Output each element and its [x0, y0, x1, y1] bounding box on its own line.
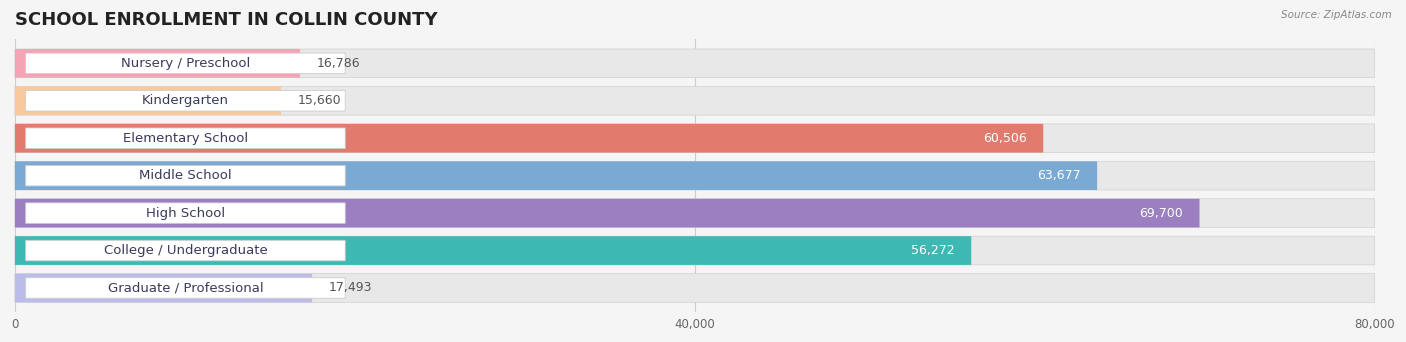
Text: Source: ZipAtlas.com: Source: ZipAtlas.com	[1281, 10, 1392, 20]
Text: 17,493: 17,493	[329, 281, 373, 294]
Text: 63,677: 63,677	[1038, 169, 1081, 182]
Text: Kindergarten: Kindergarten	[142, 94, 229, 107]
FancyBboxPatch shape	[15, 274, 1375, 302]
Text: College / Undergraduate: College / Undergraduate	[104, 244, 267, 257]
FancyBboxPatch shape	[15, 49, 1375, 78]
FancyBboxPatch shape	[15, 161, 1375, 190]
FancyBboxPatch shape	[15, 49, 299, 78]
Text: 60,506: 60,506	[983, 132, 1026, 145]
FancyBboxPatch shape	[25, 203, 346, 223]
FancyBboxPatch shape	[25, 128, 346, 148]
Text: 15,660: 15,660	[297, 94, 340, 107]
FancyBboxPatch shape	[25, 166, 346, 186]
Text: Middle School: Middle School	[139, 169, 232, 182]
FancyBboxPatch shape	[15, 124, 1043, 153]
FancyBboxPatch shape	[25, 53, 346, 74]
FancyBboxPatch shape	[15, 236, 1375, 265]
Text: Elementary School: Elementary School	[122, 132, 247, 145]
FancyBboxPatch shape	[25, 91, 346, 111]
FancyBboxPatch shape	[15, 236, 972, 265]
FancyBboxPatch shape	[15, 274, 312, 302]
Text: Nursery / Preschool: Nursery / Preschool	[121, 57, 250, 70]
Text: Graduate / Professional: Graduate / Professional	[108, 281, 263, 294]
Text: SCHOOL ENROLLMENT IN COLLIN COUNTY: SCHOOL ENROLLMENT IN COLLIN COUNTY	[15, 11, 437, 29]
Text: 16,786: 16,786	[316, 57, 360, 70]
FancyBboxPatch shape	[15, 199, 1375, 227]
FancyBboxPatch shape	[15, 87, 1375, 115]
Text: 56,272: 56,272	[911, 244, 955, 257]
FancyBboxPatch shape	[15, 87, 281, 115]
FancyBboxPatch shape	[25, 278, 346, 298]
FancyBboxPatch shape	[25, 240, 346, 261]
Text: 69,700: 69,700	[1139, 207, 1184, 220]
FancyBboxPatch shape	[15, 124, 1375, 153]
FancyBboxPatch shape	[15, 161, 1097, 190]
Text: High School: High School	[146, 207, 225, 220]
FancyBboxPatch shape	[15, 199, 1199, 227]
